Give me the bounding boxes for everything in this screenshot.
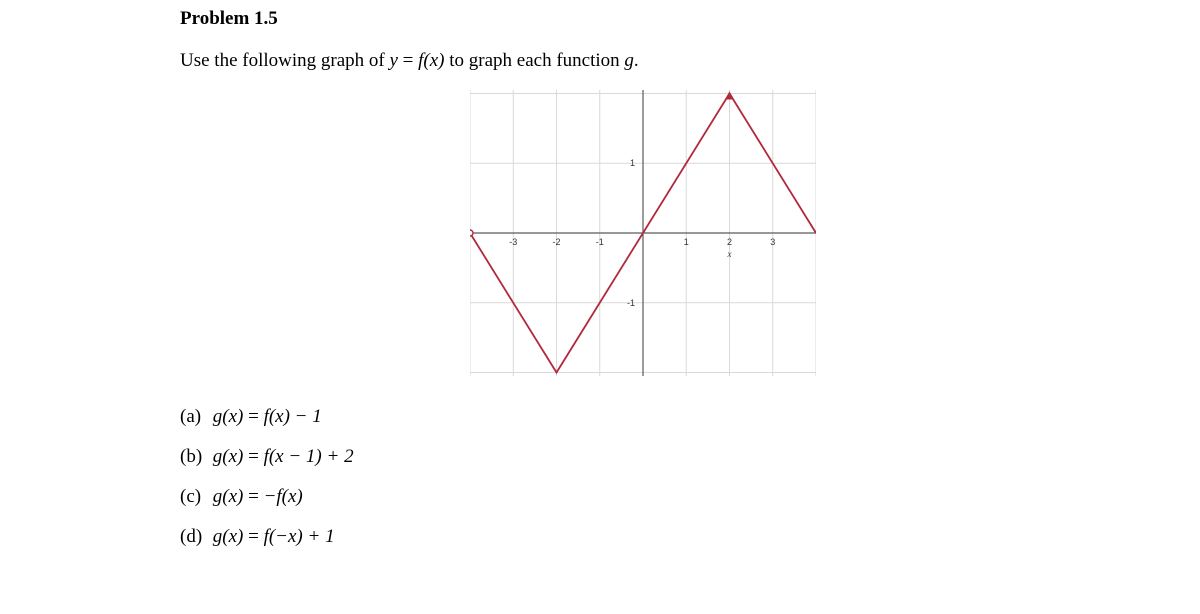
prompt-text-post: to graph each function bbox=[445, 50, 625, 71]
problem-prompt: Use the following graph of y = f(x) to g… bbox=[180, 50, 1200, 72]
subproblem-row: (d) g(x) = f(−x) + 1 bbox=[180, 518, 1200, 556]
graph-container: -3 -2 -1 1 2 3 -1 1 x bbox=[180, 90, 1200, 376]
page: Problem 1.5 Use the following graph of y… bbox=[0, 0, 1200, 614]
svg-text:1: 1 bbox=[630, 158, 635, 168]
subproblem-lhs: g(x) bbox=[213, 446, 244, 467]
subproblem-rhs: f(x) − 1 bbox=[264, 406, 322, 427]
subproblem-row: (c) g(x) = −f(x) bbox=[180, 478, 1200, 516]
svg-text:-2: -2 bbox=[552, 237, 560, 247]
prompt-text-pre: Use the following graph of bbox=[180, 50, 389, 71]
subproblem-lhs: g(x) bbox=[213, 486, 244, 507]
problem-title: Problem 1.5 bbox=[180, 8, 1200, 30]
prompt-g: g bbox=[624, 50, 634, 71]
subproblem-eq: = bbox=[243, 486, 263, 507]
subproblem-rhs: f(x − 1) + 2 bbox=[264, 446, 354, 467]
subproblem-rhs: f(−x) + 1 bbox=[264, 526, 335, 547]
subproblem-lhs: g(x) bbox=[213, 406, 244, 427]
subproblem-label: (a) bbox=[180, 398, 208, 436]
subproblem-row: (b) g(x) = f(x − 1) + 2 bbox=[180, 438, 1200, 476]
prompt-eq: = bbox=[398, 50, 418, 71]
function-graph: -3 -2 -1 1 2 3 -1 1 x bbox=[470, 90, 816, 376]
svg-text:x: x bbox=[727, 249, 732, 259]
subproblem-row: (a) g(x) = f(x) − 1 bbox=[180, 398, 1200, 436]
subproblem-eq: = bbox=[243, 406, 263, 427]
svg-text:-1: -1 bbox=[596, 237, 604, 247]
subproblem-eq: = bbox=[243, 526, 263, 547]
svg-text:3: 3 bbox=[770, 237, 775, 247]
subproblem-label: (c) bbox=[180, 478, 208, 516]
svg-text:1: 1 bbox=[684, 237, 689, 247]
subproblem-label: (b) bbox=[180, 438, 208, 476]
subproblem-rhs: −f(x) bbox=[264, 486, 303, 507]
prompt-fx: f(x) bbox=[418, 50, 444, 71]
prompt-dot: . bbox=[634, 50, 639, 71]
svg-text:-3: -3 bbox=[509, 237, 517, 247]
subproblem-list: (a) g(x) = f(x) − 1(b) g(x) = f(x − 1) +… bbox=[180, 398, 1200, 556]
svg-text:-1: -1 bbox=[627, 298, 635, 308]
prompt-y: y bbox=[389, 50, 397, 71]
subproblem-lhs: g(x) bbox=[213, 526, 244, 547]
subproblem-eq: = bbox=[243, 446, 263, 467]
svg-text:2: 2 bbox=[727, 237, 732, 247]
subproblem-label: (d) bbox=[180, 518, 208, 556]
